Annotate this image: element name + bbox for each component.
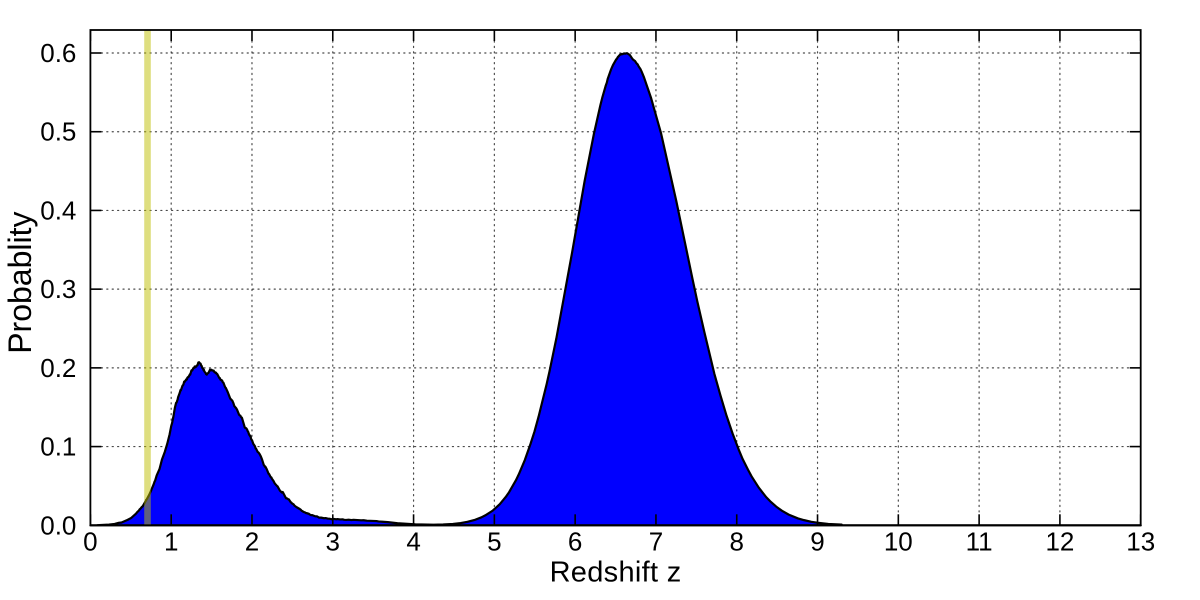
- svg-text:0.5: 0.5: [40, 117, 76, 147]
- svg-text:3: 3: [326, 526, 340, 556]
- svg-text:0: 0: [83, 526, 97, 556]
- svg-text:Redshift z: Redshift z: [550, 556, 682, 588]
- svg-text:12: 12: [1045, 526, 1074, 556]
- svg-text:4: 4: [406, 526, 420, 556]
- svg-text:13: 13: [1126, 526, 1155, 556]
- svg-text:0.0: 0.0: [40, 510, 76, 540]
- svg-text:0.3: 0.3: [40, 274, 76, 304]
- svg-text:9: 9: [810, 526, 824, 556]
- svg-text:5: 5: [487, 526, 501, 556]
- svg-text:0.2: 0.2: [40, 353, 76, 383]
- svg-text:Probablity: Probablity: [2, 212, 38, 354]
- svg-text:10: 10: [884, 526, 913, 556]
- svg-text:1: 1: [164, 526, 178, 556]
- svg-text:8: 8: [730, 526, 744, 556]
- svg-text:7: 7: [649, 526, 663, 556]
- svg-text:2: 2: [245, 526, 259, 556]
- svg-text:11: 11: [966, 526, 993, 556]
- svg-text:0.1: 0.1: [40, 432, 76, 462]
- svg-text:6: 6: [568, 526, 582, 556]
- svg-text:0.4: 0.4: [40, 195, 76, 225]
- svg-text:0.6: 0.6: [40, 38, 76, 68]
